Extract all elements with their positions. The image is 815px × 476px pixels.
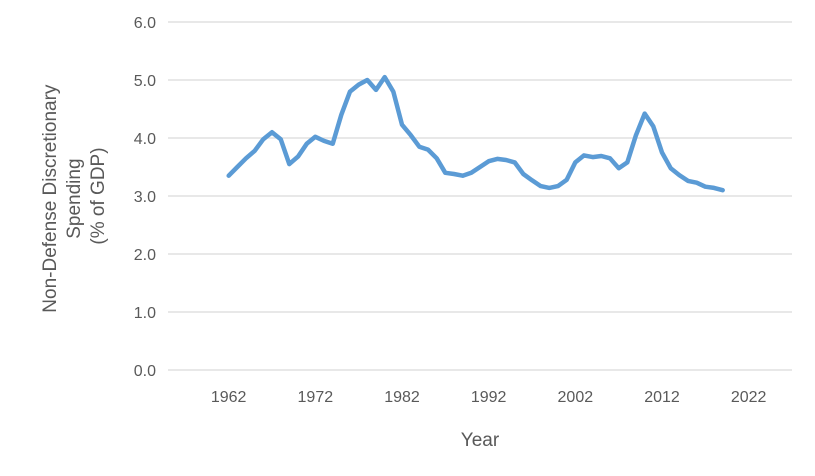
- series-line-0: [226, 74, 725, 193]
- y-tick-label: 4.0: [134, 131, 156, 148]
- y-tick-label: 2.0: [134, 247, 156, 264]
- x-axis-title: Year: [461, 430, 500, 451]
- y-axis-title-line-3: (% of GDP): [88, 147, 109, 244]
- x-tick-label: 2002: [558, 389, 594, 406]
- y-axis-title-line-1: Non-Defense Discretionary: [40, 84, 61, 313]
- x-tick-label: 1982: [384, 389, 420, 406]
- x-axis-tick-labels: 1962 1972 1982 1992 2002 2012 2022: [211, 389, 767, 406]
- x-tick-label: 1962: [211, 389, 247, 406]
- y-tick-label: 6.0: [134, 15, 156, 32]
- x-tick-label: 2012: [644, 389, 680, 406]
- y-tick-label: 0.0: [134, 363, 156, 380]
- y-tick-label: 5.0: [134, 73, 156, 90]
- y-axis-title-line-2: Spending: [64, 158, 85, 238]
- y-tick-label: 1.0: [134, 305, 156, 322]
- y-tick-label: 3.0: [134, 189, 156, 206]
- x-tick-label: 2022: [731, 389, 767, 406]
- y-axis-tick-labels: 0.0 1.0 2.0 3.0 4.0 5.0 6.0: [134, 15, 156, 380]
- x-tick-label: 1992: [471, 389, 507, 406]
- x-tick-label: 1972: [298, 389, 334, 406]
- series-group: [226, 74, 725, 193]
- gridlines: [168, 21, 792, 371]
- y-axis-title: Non-Defense Discretionary Spending (% of…: [40, 79, 109, 312]
